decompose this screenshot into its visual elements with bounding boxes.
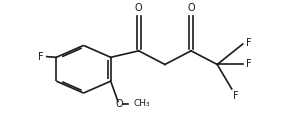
- Text: F: F: [246, 38, 252, 48]
- Text: O: O: [135, 3, 142, 13]
- Text: O: O: [116, 99, 123, 109]
- Text: F: F: [246, 59, 252, 69]
- Text: CH₃: CH₃: [133, 99, 150, 108]
- Text: O: O: [187, 3, 195, 13]
- Text: F: F: [38, 52, 43, 62]
- Text: F: F: [233, 91, 239, 101]
